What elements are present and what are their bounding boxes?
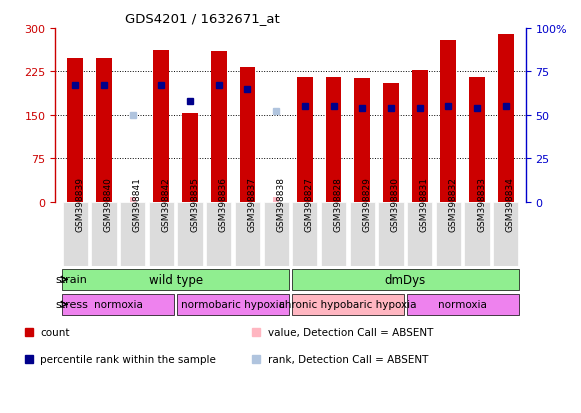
Text: wild type: wild type: [149, 273, 203, 286]
Text: GSM398840: GSM398840: [104, 177, 113, 232]
FancyBboxPatch shape: [206, 202, 231, 266]
FancyBboxPatch shape: [120, 202, 145, 266]
Text: GSM398838: GSM398838: [276, 177, 285, 232]
FancyBboxPatch shape: [321, 202, 346, 266]
Text: stress: stress: [56, 299, 89, 310]
Text: GSM398833: GSM398833: [477, 177, 486, 232]
Text: GDS4201 / 1632671_at: GDS4201 / 1632671_at: [125, 12, 279, 25]
Text: GSM398842: GSM398842: [162, 177, 170, 232]
Text: GSM398827: GSM398827: [305, 177, 314, 232]
FancyBboxPatch shape: [464, 202, 490, 266]
Text: GSM398832: GSM398832: [449, 177, 457, 232]
Text: GSM398841: GSM398841: [132, 177, 142, 232]
FancyBboxPatch shape: [91, 202, 117, 266]
FancyBboxPatch shape: [407, 202, 432, 266]
Text: GSM398839: GSM398839: [76, 177, 84, 232]
FancyBboxPatch shape: [436, 202, 461, 266]
Text: strain: strain: [56, 275, 88, 285]
Text: dmDys: dmDys: [385, 273, 426, 286]
Bar: [498, 35, 514, 202]
FancyBboxPatch shape: [177, 202, 203, 266]
FancyBboxPatch shape: [62, 294, 174, 315]
Bar: [383, 84, 399, 202]
Bar: [297, 78, 313, 202]
Text: chronic hypobaric hypoxia: chronic hypobaric hypoxia: [279, 299, 417, 310]
FancyBboxPatch shape: [407, 294, 519, 315]
FancyBboxPatch shape: [378, 202, 404, 266]
FancyBboxPatch shape: [235, 202, 260, 266]
Text: GSM398837: GSM398837: [248, 177, 256, 232]
FancyBboxPatch shape: [264, 202, 289, 266]
Bar: [354, 79, 370, 202]
Bar: [130, 198, 136, 202]
Bar: [440, 40, 456, 202]
Text: GSM398828: GSM398828: [333, 177, 343, 232]
FancyBboxPatch shape: [62, 270, 289, 290]
Bar: [326, 78, 342, 202]
Text: GSM398834: GSM398834: [505, 177, 515, 232]
Bar: [273, 198, 279, 202]
Bar: [67, 59, 83, 202]
FancyBboxPatch shape: [292, 202, 317, 266]
Bar: [96, 59, 112, 202]
Bar: [412, 71, 428, 202]
Text: GSM398831: GSM398831: [419, 177, 429, 232]
Bar: [239, 68, 255, 202]
Text: normoxia: normoxia: [438, 299, 487, 310]
FancyBboxPatch shape: [149, 202, 174, 266]
Bar: [469, 78, 485, 202]
Bar: [211, 52, 227, 202]
Text: GSM398836: GSM398836: [219, 177, 228, 232]
FancyBboxPatch shape: [292, 270, 519, 290]
FancyBboxPatch shape: [63, 202, 88, 266]
Bar: [153, 51, 169, 202]
Bar: [182, 113, 198, 202]
FancyBboxPatch shape: [493, 202, 518, 266]
FancyBboxPatch shape: [350, 202, 375, 266]
Text: value, Detection Call = ABSENT: value, Detection Call = ABSENT: [268, 327, 433, 337]
Text: rank, Detection Call = ABSENT: rank, Detection Call = ABSENT: [268, 354, 428, 363]
Text: GSM398835: GSM398835: [190, 177, 199, 232]
FancyBboxPatch shape: [292, 294, 404, 315]
Text: normobaric hypoxia: normobaric hypoxia: [181, 299, 285, 310]
FancyBboxPatch shape: [177, 294, 289, 315]
Text: count: count: [40, 327, 70, 337]
Text: percentile rank within the sample: percentile rank within the sample: [40, 354, 216, 363]
Text: GSM398830: GSM398830: [391, 177, 400, 232]
Text: normoxia: normoxia: [94, 299, 143, 310]
Text: GSM398829: GSM398829: [362, 177, 371, 232]
